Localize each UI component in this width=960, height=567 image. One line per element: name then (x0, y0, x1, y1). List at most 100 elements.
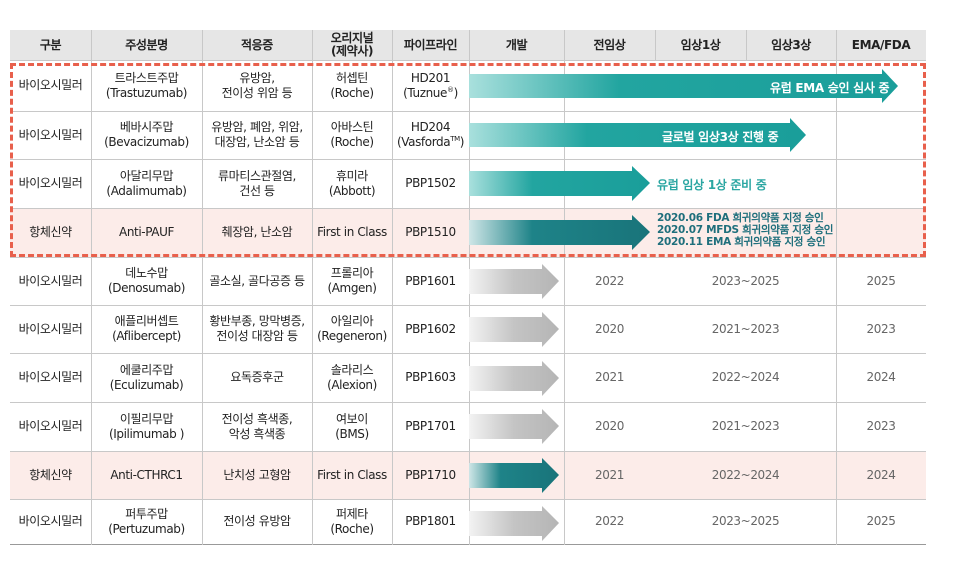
pipeline-brand: (Tuznue®) (403, 86, 458, 101)
cell-indication: 췌장암, 난소암 (221, 225, 293, 239)
cell-indication: 유방암, 폐암, 위암, 대장암, 난소암 등 (202, 111, 312, 159)
cell-pipeline: PBP1502 (405, 176, 456, 190)
cell-ingredient: 아달리무맙 (Adalimumab) (91, 159, 202, 208)
cell-approval-year: 2023 (866, 321, 896, 336)
ingredient-ko: 베바시주맙 (119, 120, 174, 134)
original-company: (Roche) (330, 85, 374, 100)
cell-preclinical-year: 2020 (595, 419, 624, 433)
grid-line (655, 30, 656, 60)
cell-approval-year: 2025 (866, 273, 896, 288)
cell-clinical-years: 2022~2024 (711, 370, 780, 384)
indication-line: 전이성 대장암 등 (216, 329, 298, 343)
original-drug: 아바스틴 (330, 120, 374, 134)
cell-preclinical-year: 2021 (595, 467, 624, 482)
progress-arrow-hd204 (469, 118, 806, 152)
grid-line (564, 30, 565, 545)
designation-text: MFDS 희귀의약품 지정 승인 (702, 224, 834, 236)
original-drug: 여보이 (336, 411, 368, 426)
cell-indication: 골소실, 골다공증 등 (209, 273, 305, 288)
ingredient-en: (Adalimumab) (106, 183, 187, 198)
original-drug: 솔라리스 (330, 362, 374, 377)
progress-arrow-pbp1510 (469, 215, 650, 250)
original-drug: 아일리아 (330, 314, 374, 328)
ingredient-en: (Trastuzumab) (105, 85, 188, 100)
indication-line: 유방암, (239, 70, 275, 85)
cell-original: 퍼제타 (Roche) (312, 499, 392, 544)
cell-pipeline: HD204 (VasfordaTM) (392, 111, 469, 159)
designation-date: 2020.06 (657, 212, 703, 224)
ingredient-en: (Eculizumab) (109, 377, 184, 392)
indication-line: 전이성 흑색종, (221, 411, 293, 426)
pipeline-code: HD201 (410, 70, 451, 85)
indication-line: 건선 등 (239, 183, 275, 198)
indication-line: 황반부종, 망막병증, (209, 314, 305, 328)
ingredient-ko: 트라스트주맙 (114, 70, 179, 85)
cell-original: 솔라리스 (Alexion) (312, 353, 392, 402)
cell-preclinical-year: 2020 (595, 321, 624, 336)
pipeline-code: HD204 (410, 120, 451, 134)
cell-category: 바이오시밀러 (18, 419, 83, 433)
cell-pipeline: HD201 (Tuznue®) (392, 60, 469, 111)
header-phase1: 임상1상 (655, 30, 746, 60)
cell-original: 아일리아 (Regeneron) (312, 305, 392, 353)
cell-pipeline: PBP1510 (405, 225, 456, 239)
progress-arrow-pbp1710 (469, 458, 559, 493)
progress-arrow-pbp1603 (469, 361, 559, 396)
grid-line (10, 353, 926, 354)
cell-preclinical-year: 2022 (595, 273, 624, 288)
cell-indication: 류마티스관절염, 건선 등 (202, 159, 312, 208)
pipeline-brand-name: (Tuznue (403, 85, 447, 100)
original-drug: 휴미라 (336, 168, 368, 183)
grid-line (746, 30, 747, 60)
cell-category: 바이오시밀러 (18, 273, 83, 288)
cell-original: 아바스틴 (Roche) (312, 111, 392, 159)
header-pipeline: 파이프라인 (392, 30, 469, 60)
original-drug: 허셉틴 (336, 70, 368, 85)
cell-category: 바이오시밀러 (18, 176, 83, 190)
designation-note: 2020.07 MFDS 희귀의약품 지정 승인 (657, 224, 833, 236)
cell-ingredient: 퍼투주맙 (Pertuzumab) (91, 499, 202, 544)
cell-pipeline: PBP1701 (405, 419, 456, 433)
header-ingredient: 주성분명 (91, 30, 202, 60)
grid-line (10, 451, 926, 452)
progress-arrow-pbp1701 (469, 409, 559, 444)
header-original: 오리지널 (제약사) (312, 30, 392, 60)
ingredient-ko: 이필리무맙 (119, 411, 174, 426)
grid-line (10, 208, 926, 209)
progress-arrow-hd201 (469, 69, 898, 103)
cell-original: 허셉틴 (Roche) (312, 60, 392, 111)
cell-clinical-years: 2021~2023 (711, 419, 780, 433)
progress-arrows (469, 69, 898, 541)
indication-line: 전이성 위암 등 (221, 85, 293, 100)
pipeline-brand: (VasfordaTM) (397, 135, 464, 150)
cell-preclinical-year: 2021 (595, 370, 624, 384)
ingredient-en: (Bevacizumab) (104, 135, 189, 149)
cell-approval-year: 2025 (866, 514, 896, 528)
grid-line (10, 111, 926, 112)
designation-text: EMA 희귀의약품 지정 승인 (702, 236, 826, 248)
cell-clinical-years: 2023~2025 (711, 273, 780, 288)
grid-line (10, 159, 926, 160)
cell-indication: 유방암, 전이성 위암 등 (202, 60, 312, 111)
pipeline-brand-end: ) (453, 85, 459, 100)
indication-line: 악성 흑색종 (228, 426, 286, 441)
ingredient-ko: 퍼투주맙 (125, 506, 168, 521)
ingredient-ko: 아달리무맙 (119, 168, 174, 183)
ingredient-en: (Aflibercept) (112, 329, 181, 343)
original-company: (Alexion) (327, 377, 377, 392)
cell-clinical-years: 2022~2024 (711, 467, 780, 482)
grid-line (10, 305, 926, 306)
grid-line (91, 30, 92, 545)
cell-original: First in Class (317, 467, 387, 482)
cell-original: 프롤리아 (Amgen) (312, 257, 392, 305)
grid-line (10, 544, 926, 545)
original-company: (Roche) (330, 135, 374, 149)
hd201-status-label: 유럽 EMA 승인 심사 중 (770, 81, 890, 95)
pbp1502-status-label: 유럽 임상 1상 준비 중 (657, 178, 767, 192)
pbp1510-designation-notes: 2020.06 FDA 희귀의약품 지정 승인 2020.07 MFDS 희귀의… (657, 212, 833, 248)
pipeline-brand-name: (Vasforda (396, 135, 451, 149)
original-company: (Amgen) (327, 281, 377, 295)
cell-indication: 전이성 유방암 (223, 514, 291, 528)
cell-ingredient: Anti-CTHRC1 (110, 467, 183, 482)
cell-category: 바이오시밀러 (18, 127, 83, 142)
